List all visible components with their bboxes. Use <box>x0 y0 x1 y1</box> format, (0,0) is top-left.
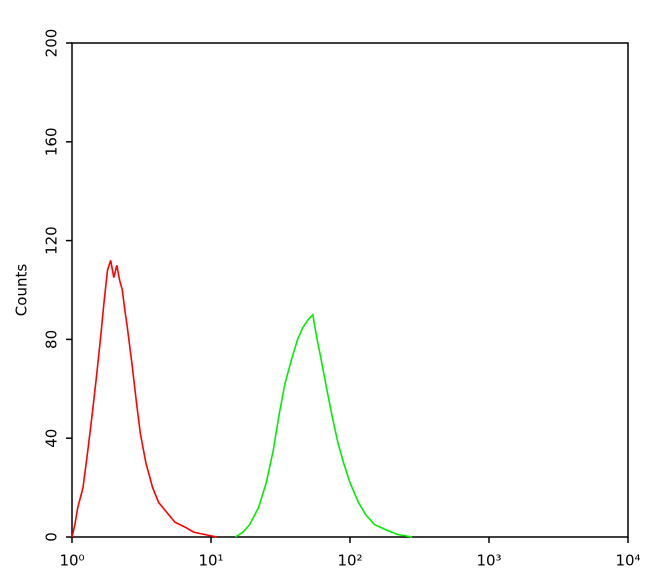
y-tick-label: 80 <box>43 330 61 349</box>
y-axis-label: Counts <box>13 264 31 317</box>
y-tick-label: 160 <box>43 127 61 156</box>
x-tick-label: 10¹ <box>198 552 223 570</box>
y-tick-label: 0 <box>43 532 61 542</box>
histogram-line <box>235 312 413 538</box>
histogram-line <box>71 260 217 538</box>
y-tick-label: 40 <box>43 429 61 448</box>
plot-frame <box>71 42 629 538</box>
x-tick-label: 10³ <box>476 552 501 570</box>
x-tick-label: 10² <box>337 552 362 570</box>
y-tick-label: 200 <box>43 29 61 58</box>
y-tick-label: 120 <box>43 226 61 255</box>
x-tick-label: 10⁴ <box>615 552 640 570</box>
x-tick-label: 10⁰ <box>59 552 84 570</box>
